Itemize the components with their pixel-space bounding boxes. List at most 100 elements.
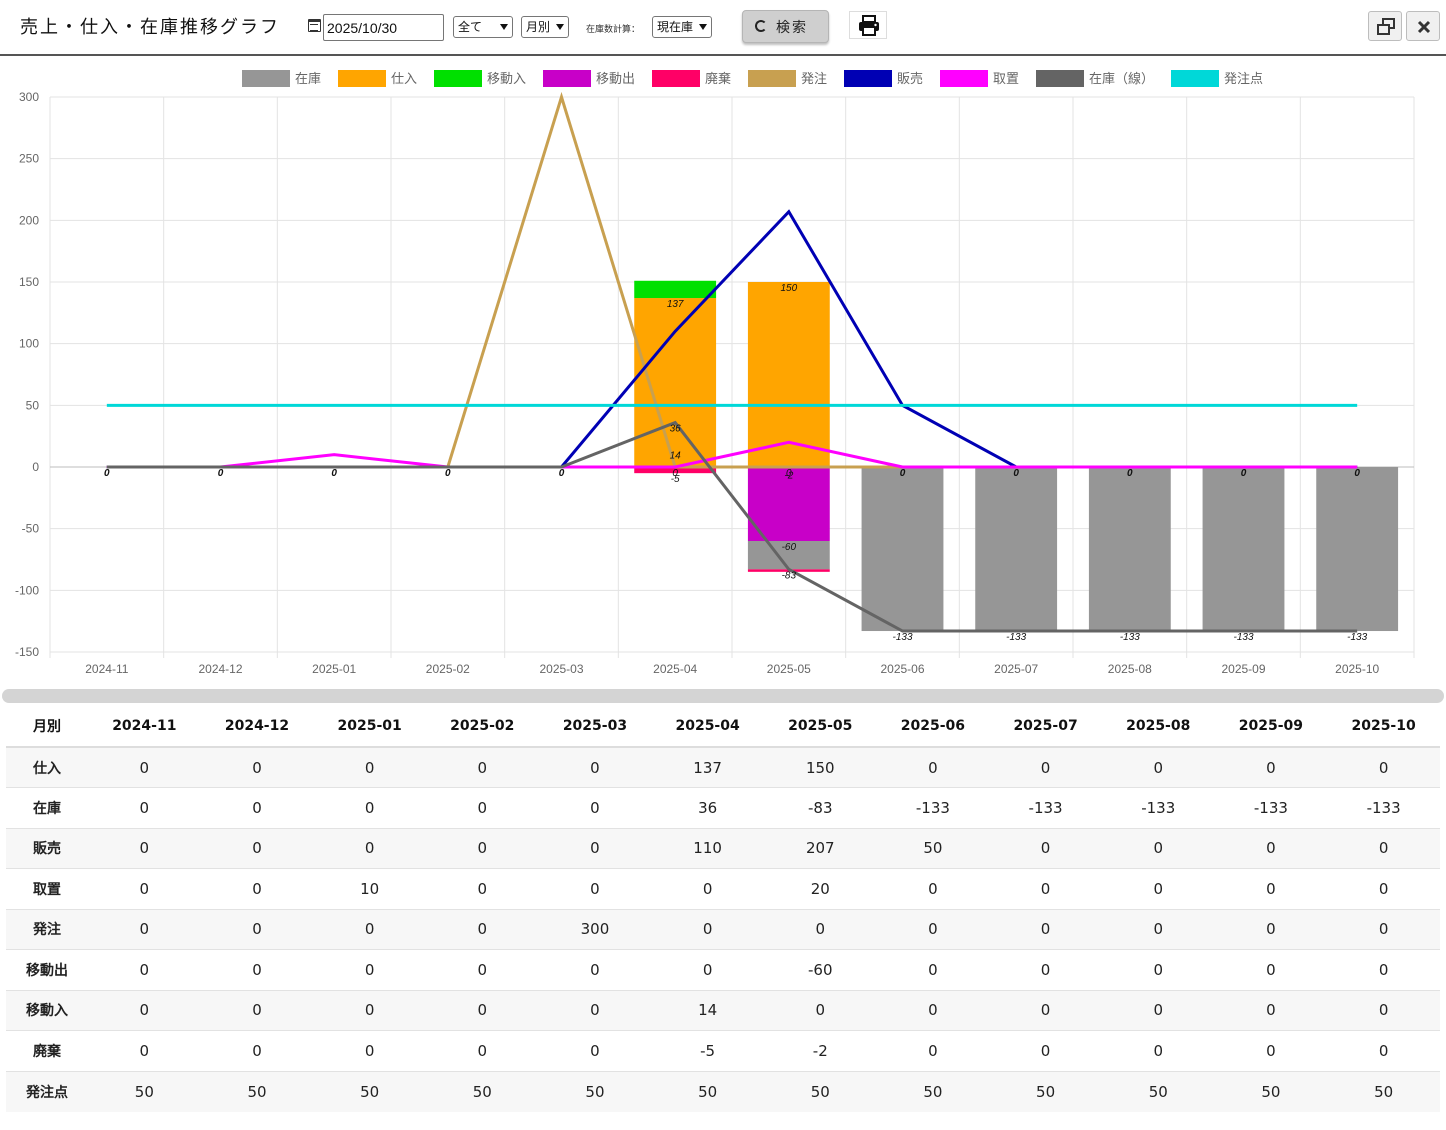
series-line-取置 (106, 440, 1358, 469)
table-cell: 50 (538, 1070, 652, 1112)
table-row-label: 発注 (6, 908, 88, 950)
table-cell: 0 (1101, 989, 1215, 1031)
bar-在庫 (1088, 467, 1171, 632)
table-cell: 0 (313, 908, 426, 950)
legend-swatch (1036, 70, 1084, 87)
table-cell: 0 (989, 827, 1102, 869)
legend-label: 仕入 (391, 72, 417, 87)
table-column-header: 2024-11 (88, 706, 201, 748)
table-cell: 300 (538, 908, 652, 950)
table-cell: 0 (1327, 1030, 1440, 1071)
data-label: 0 (445, 468, 451, 479)
splitter-handle[interactable] (2, 689, 1444, 703)
table-cell: 50 (425, 1070, 539, 1112)
table-column-header: 2025-03 (538, 706, 652, 748)
restore-window-button[interactable] (1368, 11, 1402, 41)
table-cell: 0 (538, 949, 652, 990)
date-input[interactable] (323, 14, 444, 41)
filter-select-value: 全て (458, 20, 483, 34)
data-label: 0 (1241, 468, 1247, 479)
table-column-header: 2025-02 (425, 706, 539, 748)
table-cell: 36 (651, 787, 764, 828)
data-label: -60 (782, 542, 797, 553)
data-label: -133 (1120, 632, 1140, 643)
table-cell: 0 (876, 949, 990, 990)
table-cell: 0 (989, 1030, 1102, 1071)
table-cell: 0 (200, 827, 314, 869)
table-column-header: 2025-10 (1327, 706, 1440, 748)
legend-label: 発注点 (1224, 72, 1263, 87)
x-tick-label: 2025-08 (1108, 662, 1152, 676)
table-cell: 0 (1214, 949, 1328, 990)
table-cell: 50 (989, 1070, 1102, 1112)
table-cell: 0 (876, 746, 990, 788)
data-label: 0 (786, 468, 792, 479)
table-cell: -83 (763, 787, 877, 828)
data-table: 月別 2024-11 2024-12 2025-01 2025-02 2025-03 20… (6, 706, 1440, 1112)
data-label: 36 (670, 424, 682, 435)
search-button[interactable]: 検索 (742, 10, 829, 43)
table-cell: 0 (1101, 1030, 1215, 1071)
data-label: 0 (559, 468, 565, 479)
table-cell: 0 (88, 989, 201, 1031)
y-tick-label: 200 (19, 213, 39, 227)
legend-swatch (748, 70, 796, 87)
data-label: 0 (1354, 468, 1360, 479)
bar-在庫 (975, 467, 1058, 632)
legend-label: 販売 (897, 71, 923, 87)
filter-select[interactable]: 全て (453, 16, 513, 38)
table-cell: 0 (1327, 868, 1440, 909)
data-label: 0 (1013, 468, 1019, 479)
table-row-label: 販売 (6, 827, 88, 869)
table-column-header: 2025-09 (1214, 706, 1328, 748)
table-cell: -133 (989, 787, 1102, 828)
table-row-label: 在庫 (6, 787, 88, 828)
y-tick-label: 300 (19, 90, 39, 104)
y-tick-label: 150 (19, 275, 39, 289)
stock-calc-select[interactable]: 現在庫 (652, 16, 712, 38)
data-label: 0 (1127, 468, 1133, 479)
stock-calc-select-value: 現在庫 (657, 20, 694, 34)
table-cell: 0 (1214, 989, 1328, 1031)
table-cell: 0 (876, 989, 990, 1031)
calendar-icon[interactable] (308, 19, 321, 32)
table-cell: 0 (200, 868, 314, 909)
table-cell: 50 (876, 1070, 990, 1112)
data-label: -133 (1233, 632, 1253, 643)
print-button[interactable] (849, 11, 887, 39)
table-row-label: 移動入 (6, 989, 88, 1031)
table-cell: 0 (1214, 868, 1328, 909)
table-cell: 0 (538, 1030, 652, 1071)
table-cell: 0 (876, 868, 990, 909)
table-cell: 0 (88, 787, 201, 828)
table-cell: 0 (425, 868, 539, 909)
table-row: 移動入 0 0 0 0 0 14 0 0 0 0 0 0 (6, 989, 1440, 1031)
table-cell: 0 (989, 868, 1102, 909)
table-cell: 0 (651, 868, 764, 909)
table-cell: 20 (763, 868, 877, 909)
table-cell: 0 (425, 1030, 539, 1071)
table-cell: -133 (1214, 787, 1328, 828)
legend-swatch (338, 70, 386, 87)
table-cell: 0 (88, 1030, 201, 1071)
table-cell: 0 (1101, 827, 1215, 869)
table-cell: 0 (200, 908, 314, 950)
data-label: -2 (784, 470, 793, 481)
table-column-header: 2025-05 (763, 706, 877, 748)
table-cell: 0 (989, 989, 1102, 1031)
data-label: 0 (331, 468, 337, 479)
table-cell: 0 (989, 949, 1102, 990)
table-column-header: 2025-08 (1101, 706, 1215, 748)
table-cell: 0 (763, 908, 877, 950)
period-select[interactable]: 月別 (521, 16, 569, 38)
data-label: -133 (892, 632, 912, 643)
bar-在庫 (1202, 467, 1285, 632)
table-cell: 50 (876, 827, 990, 869)
table-row-label: 取置 (6, 868, 88, 909)
table-row-label: 発注点 (6, 1070, 88, 1112)
close-window-button[interactable] (1406, 11, 1440, 41)
bar-仕入 (634, 298, 717, 467)
restore-icon (1377, 18, 1395, 35)
legend-swatch (543, 70, 591, 87)
